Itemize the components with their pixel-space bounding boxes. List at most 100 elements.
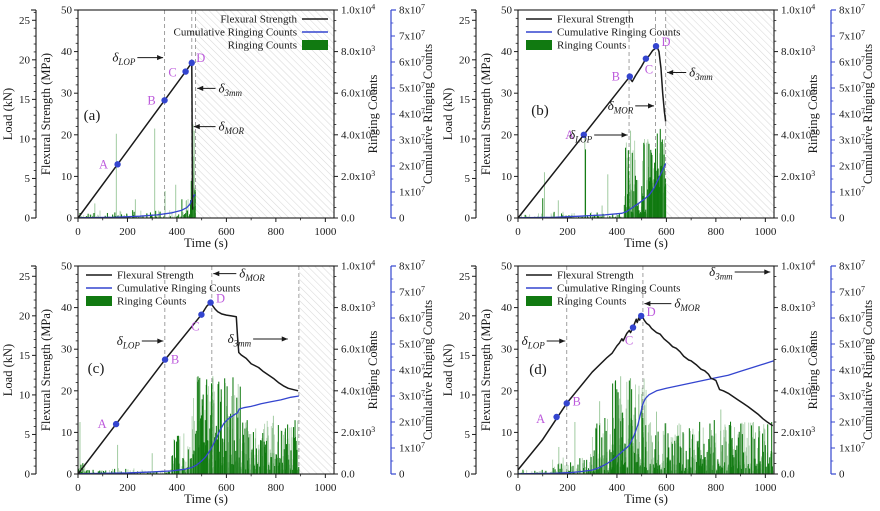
flexural-tick-label: 40 [61, 302, 73, 314]
ringing-tick-label: 0.0 [781, 469, 795, 481]
ringing-tick-label: 1.0x104 [341, 259, 375, 273]
ringing-tick-label: 8.0x103 [341, 300, 375, 314]
marker-label-D: D [196, 51, 205, 65]
annotation-LOP: δLOP [569, 127, 628, 145]
annotation-LOP-arrow [141, 338, 164, 344]
cumulative-tick-label: 0 [839, 213, 845, 225]
legend-label: Flexural Strength [557, 270, 634, 282]
cumulative-tick-label: 8x107 [839, 259, 865, 273]
cumulative-tick-label: 0 [399, 469, 405, 481]
annotation-LOP-label: δLOP [117, 333, 141, 351]
x-tick-label: 600 [218, 226, 235, 238]
cumulative-tick-label: 4x107 [399, 363, 425, 377]
flexural-strength-curve [517, 315, 774, 471]
load-tick-label: 20 [19, 310, 31, 322]
marker-point-D [188, 59, 195, 67]
cumulative-ringing-counts-curve [77, 395, 299, 475]
marker-point-D [207, 299, 214, 306]
x-tick-label: 800 [708, 226, 725, 238]
x-tick-label: 800 [268, 226, 285, 238]
load-tick-label: 20 [459, 54, 471, 66]
x-axis-title: Time (s) [624, 235, 668, 250]
load-tick-label: 15 [19, 94, 31, 106]
cumulative-tick-label: 2x107 [839, 415, 865, 429]
flexural-tick-label: 10 [501, 427, 513, 439]
annotation-3mm-arrow [734, 269, 771, 275]
legend-swatch-ringing-counts [526, 40, 552, 50]
cumulative-tick-label: 7x107 [399, 29, 425, 43]
cumulative-tick-label: 5x107 [399, 81, 425, 95]
x-tick-label: 400 [609, 226, 626, 238]
flexural-tick-label: 10 [61, 171, 73, 183]
marker-label-D: D [216, 292, 225, 306]
cumulative-tick-label: 6x107 [839, 311, 865, 325]
ringing-counts-bars [77, 376, 300, 474]
cumulative-axis-title: Cumulative Ringing Counts [421, 300, 435, 440]
ringing-tick-label: 2.0x103 [781, 425, 815, 439]
legend-swatch-ringing-counts [302, 40, 328, 50]
load-tick-label: 0 [465, 213, 471, 225]
flexural-tick-label: 50 [61, 5, 73, 17]
cumulative-tick-label: 7x107 [839, 285, 865, 299]
cumulative-tick-label: 8x107 [399, 259, 425, 273]
ringing-tick-label: 1.0x104 [781, 3, 815, 17]
marker-label-C: C [625, 334, 633, 348]
cumulative-tick-label: 1x107 [839, 441, 865, 455]
load-tick-label: 10 [459, 389, 471, 401]
cumulative-ringing-counts-curve [517, 360, 774, 475]
load-tick-label: 10 [19, 389, 31, 401]
cumulative-tick-label: 8x107 [399, 3, 425, 17]
load-tick-label: 10 [19, 133, 31, 145]
panel-tag-a: (a) [84, 108, 101, 124]
stage-markers: A B C D [536, 305, 656, 426]
load-tick-label: 25 [459, 15, 471, 27]
post-failure-hatch-region [665, 10, 774, 218]
x-tick-label: 400 [609, 482, 626, 494]
annotation-LOP-label: δLOP [569, 127, 593, 145]
legend-label: Cumulative Ringing Counts [174, 27, 297, 39]
cumulative-tick-label: 3x107 [839, 389, 865, 403]
ringing-tick-label: 6.0x103 [341, 86, 375, 100]
post-failure-hatch-region [298, 266, 334, 474]
marker-point-C [182, 68, 189, 75]
flexural-tick-label: 50 [501, 261, 513, 273]
flexural-tick-label: 10 [61, 427, 73, 439]
ringing-tick-label: 6.0x103 [341, 342, 375, 356]
annotation-MOR-label: δMOR [608, 98, 634, 116]
x-tick-label: 800 [268, 482, 285, 494]
annotation-LOP-arrow [546, 338, 566, 344]
x-tick-label: 0 [515, 226, 521, 238]
flexural-tick-label: 30 [501, 88, 513, 100]
cumulative-tick-label: 6x107 [399, 311, 425, 325]
flexural-tick-label: 0 [507, 469, 513, 481]
ringing-tick-label: 6.0x103 [781, 86, 815, 100]
cumulative-tick-label: 4x107 [839, 363, 865, 377]
marker-label-B: B [171, 353, 179, 367]
legend-label: Ringing Counts [557, 296, 626, 308]
annotation-MOR: δMOR [608, 98, 655, 116]
legend-label: Ringing Counts [117, 296, 186, 308]
x-tick-label: 400 [169, 226, 186, 238]
annotation-3mm: δ3mm [228, 331, 288, 348]
annotation-LOP-label: δLOP [522, 333, 546, 351]
load-tick-label: 5 [465, 173, 471, 185]
flexural-tick-label: 10 [501, 171, 513, 183]
cumulative-tick-label: 7x107 [399, 285, 425, 299]
ringing-axis-title: Ringing Counts [366, 330, 380, 409]
cumulative-axis-title: Cumulative Ringing Counts [861, 300, 875, 440]
flexural-tick-label: 30 [61, 88, 73, 100]
legend-label: Ringing Counts [228, 40, 297, 52]
cumulative-tick-label: 4x107 [399, 107, 425, 121]
marker-point-A [580, 131, 587, 138]
cumulative-tick-label: 5x107 [839, 81, 865, 95]
annotation-3mm-label: δ3mm [218, 80, 242, 98]
ringing-tick-label: 8.0x103 [781, 300, 815, 314]
marker-label-C: C [645, 63, 653, 77]
flexural-axis-title: Flexural Strength (MPa) [39, 309, 53, 431]
annotation-LOP-arrow [594, 132, 628, 138]
